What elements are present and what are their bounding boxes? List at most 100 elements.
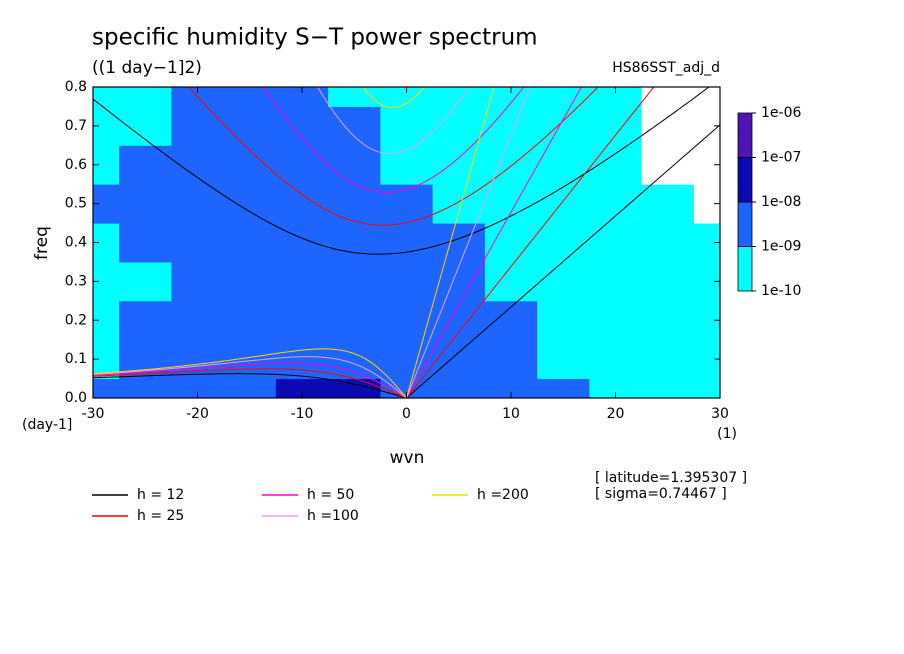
field-cell	[693, 378, 720, 398]
field-cell	[537, 378, 590, 398]
field-cell	[537, 106, 590, 146]
dispersion-curve	[406, 87, 655, 398]
colorbar-band	[737, 246, 753, 292]
field-cell	[484, 184, 538, 224]
x-tick-label: 30	[711, 406, 729, 422]
field-cell	[589, 184, 643, 224]
colorbar-band	[737, 112, 753, 158]
legend-label: h = 50	[307, 487, 354, 503]
field-cell	[275, 300, 329, 341]
field-cell	[432, 300, 486, 341]
field-cell	[641, 300, 695, 341]
y-tick-label: 0.0	[65, 390, 87, 406]
chart-title: specific humidity S−T power spectrum	[92, 25, 538, 51]
field-cell	[432, 339, 486, 380]
dispersion-curve	[362, 87, 425, 108]
field-cell	[484, 261, 538, 302]
legend-label: h =200	[477, 487, 529, 503]
field-cell	[432, 106, 486, 146]
x-tick-label: -20	[186, 406, 209, 422]
field-cell	[328, 223, 381, 263]
field-cell	[641, 87, 695, 107]
field-cell	[171, 261, 225, 302]
y-tick-label: 0.4	[65, 235, 87, 251]
legend-label: h = 25	[137, 508, 184, 524]
field-cell	[641, 261, 695, 302]
dispersion-curve	[93, 373, 407, 398]
field-cell	[589, 87, 643, 107]
field-cell	[641, 378, 695, 398]
field-cell	[693, 87, 720, 107]
field-cell	[432, 145, 486, 185]
run-label: HS86SST_adj_d	[612, 60, 720, 76]
field-cell	[119, 87, 172, 107]
field-cell	[223, 378, 277, 398]
x-tick-label: 0	[402, 406, 411, 422]
field-cell	[223, 106, 277, 146]
field-cell	[589, 145, 643, 185]
colorbar-label: 1e-08	[761, 194, 801, 210]
dispersion-curve	[406, 87, 582, 398]
field-cell	[641, 223, 695, 263]
field-cell	[119, 223, 172, 263]
colorbar-label: 1e-06	[761, 105, 801, 121]
field-cell	[223, 87, 277, 107]
field-cell	[93, 378, 120, 398]
field-cell	[537, 223, 590, 263]
field-cell	[223, 261, 277, 302]
field-cell	[432, 261, 486, 302]
colorbar-label: 1e-09	[761, 239, 801, 255]
field-cell	[537, 339, 590, 380]
field-cell	[328, 300, 381, 341]
field-cell	[119, 261, 172, 302]
field-cell	[328, 184, 381, 224]
field-cell	[171, 184, 225, 224]
field-cell	[223, 223, 277, 263]
field-cell	[119, 300, 172, 341]
field-cell	[328, 87, 381, 107]
field-cell	[537, 261, 590, 302]
x-tick-label: -10	[291, 406, 314, 422]
x-tick-label: 10	[502, 406, 520, 422]
field-cell	[328, 106, 381, 146]
annotation: [ latitude=1.395307 ]	[595, 470, 747, 486]
y-tick-label: 0.3	[65, 273, 87, 289]
field-cell	[484, 378, 538, 398]
y-tick-label: 0.7	[65, 118, 87, 134]
field-cell	[275, 106, 329, 146]
field-cell	[171, 106, 225, 146]
field-cell	[380, 300, 434, 341]
field-cell	[484, 339, 538, 380]
field-cell	[171, 300, 225, 341]
field	[93, 87, 720, 398]
field-cell	[589, 378, 643, 398]
field-cell	[328, 145, 381, 185]
field-cell	[380, 339, 434, 380]
field-cell	[537, 300, 590, 341]
field-cell	[171, 339, 225, 380]
dispersion-curve	[93, 356, 407, 398]
field-cell	[275, 378, 329, 398]
dispersion-curve	[262, 87, 525, 194]
dispersion-curve	[93, 368, 407, 398]
field-cell	[641, 339, 695, 380]
y-axis-label: freq	[32, 226, 52, 260]
dispersion-curve	[406, 87, 531, 398]
field-cell	[641, 184, 695, 224]
field-cell	[223, 184, 277, 224]
dispersion-curve	[406, 124, 720, 398]
field-cell	[432, 87, 486, 107]
field-cell	[328, 261, 381, 302]
field-cell	[171, 223, 225, 263]
x-tick-label: 20	[607, 406, 625, 422]
field-cell	[275, 145, 329, 185]
field-cell	[171, 378, 225, 398]
dispersion-curve	[93, 87, 710, 255]
y-unit: (day-1]	[22, 417, 72, 433]
legend-label: h =100	[307, 508, 359, 524]
field-cell	[119, 378, 172, 398]
y-tick-label: 0.2	[65, 312, 87, 328]
field-cell	[641, 106, 695, 146]
dispersion-curve	[93, 348, 407, 398]
field-cell	[275, 223, 329, 263]
